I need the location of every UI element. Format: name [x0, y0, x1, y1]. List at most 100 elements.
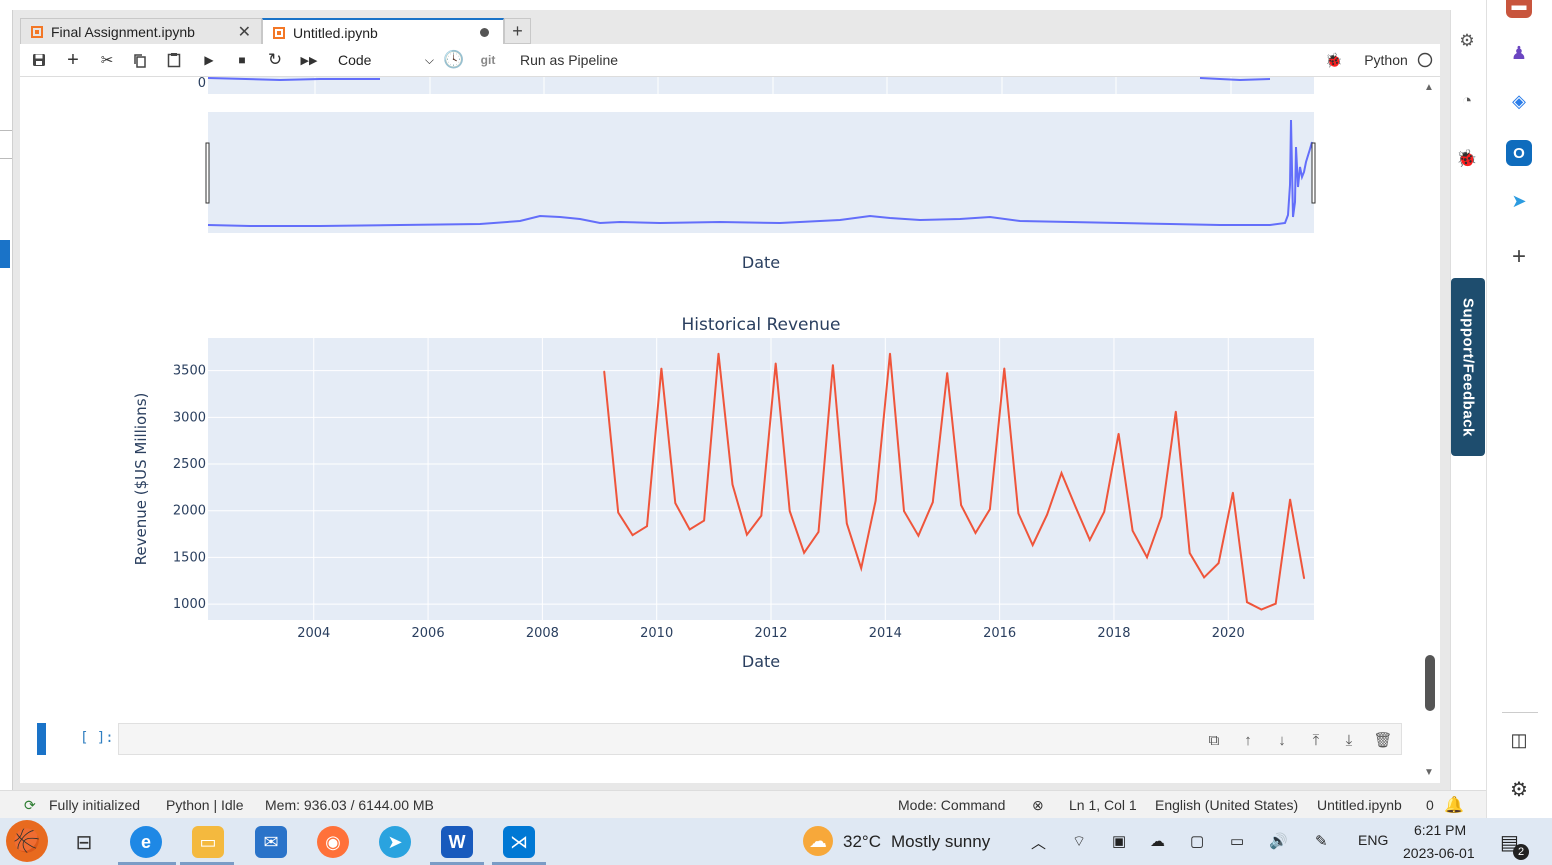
debugger-icon[interactable]: 🐞 [1325, 51, 1343, 68]
scroll-down-icon[interactable]: ▼ [1424, 767, 1434, 778]
tab-untitled[interactable]: Untitled.ipynb [262, 18, 504, 45]
clock-time[interactable]: 6:21 PM [1414, 822, 1467, 838]
word-icon[interactable]: W [441, 826, 473, 858]
revenue-data-point [1074, 505, 1077, 508]
basketball-icon[interactable]: 🏀 [6, 820, 48, 862]
weather-icon[interactable]: ☁ [803, 826, 833, 856]
scrollbar-thumb[interactable] [1425, 655, 1435, 711]
upper-plot-line [1199, 77, 1271, 82]
error-icon[interactable]: ⊗ [1032, 797, 1044, 813]
outlook-icon[interactable]: O [1506, 140, 1532, 166]
battery-icon[interactable]: ▭ [1230, 833, 1245, 850]
new-tab-button[interactable]: + [504, 18, 531, 44]
left-active-indicator [0, 240, 10, 268]
cell-input[interactable] [118, 723, 1402, 755]
revenue-data-point [1274, 602, 1277, 605]
tab-final-assignment[interactable]: Final Assignment.ipynb ✕ [20, 18, 262, 44]
run-icon[interactable]: ▶ [204, 53, 214, 67]
init-status[interactable]: Fully initialized [49, 797, 141, 813]
weather-text[interactable]: Mostly sunny [891, 832, 991, 851]
y-tick-label: 1000 [173, 597, 206, 612]
clock-icon[interactable]: 🕓 [443, 50, 465, 69]
copy-icon[interactable] [129, 44, 151, 76]
notification-count: 0 [1426, 797, 1434, 813]
mode-indicator[interactable]: Mode: Command [898, 797, 1006, 813]
office-icon[interactable]: ◈ [1506, 88, 1532, 114]
init-status-icon: ⟳ [24, 797, 36, 813]
file-explorer-icon[interactable]: ▭ [192, 826, 224, 858]
revenue-data-point [1289, 498, 1291, 501]
revenue-data-point [1232, 491, 1234, 494]
task-view-icon[interactable]: ⊟ [75, 831, 93, 854]
chevron-down-icon: ⌵ [424, 52, 434, 67]
add-icon[interactable]: + [1506, 243, 1532, 270]
bell-icon[interactable]: 🔔 [1444, 797, 1464, 814]
close-icon[interactable]: ✕ [237, 23, 251, 41]
revenue-data-point [832, 364, 834, 366]
edge-browser-icon[interactable]: e [130, 826, 162, 858]
debugger-icon[interactable]: 🐞 [1456, 149, 1478, 168]
dashboard-gauge-icon[interactable]: ◔ [1461, 91, 1473, 110]
revenue-data-point [1089, 539, 1091, 541]
insert-above-icon[interactable]: ⤒ [1312, 731, 1320, 749]
range-slider-bg[interactable] [208, 112, 1314, 233]
x-tick-label: 2004 [297, 626, 330, 641]
revenue-data-point [1175, 410, 1177, 413]
clock-date[interactable]: 2023-06-01 [1403, 845, 1475, 861]
revenue-x-axis-title: Date [742, 652, 780, 671]
stop-icon[interactable]: ■ [238, 53, 246, 67]
cursor-position[interactable]: Ln 1, Col 1 [1069, 797, 1137, 813]
telegram-icon[interactable]: ➤ [379, 826, 411, 858]
games-icon[interactable]: ♟ [1506, 40, 1532, 66]
y-tick-label: 3000 [173, 410, 206, 425]
firefox-icon[interactable]: ◉ [317, 826, 349, 858]
revenue-data-point [660, 367, 663, 370]
property-inspector-icon[interactable]: ⚙ [1459, 31, 1475, 50]
git-icon[interactable]: git [480, 53, 496, 67]
wifi-icon[interactable]: ⌔ [1072, 833, 1087, 850]
kernel-name[interactable]: Python [1364, 52, 1408, 68]
duplicate-cell-icon[interactable]: ⧉ [1208, 731, 1220, 749]
onedrive-icon[interactable]: ☁ [1150, 833, 1165, 850]
window-top-strip [0, 0, 1500, 10]
vscode-icon[interactable]: ⋊ [503, 826, 535, 858]
save-icon[interactable] [28, 44, 50, 76]
cell-type-select[interactable]: Code ⌵ [338, 48, 434, 72]
settings-gear-icon[interactable]: ⚙ [1506, 776, 1532, 802]
restart-icon[interactable]: ↻ [267, 50, 283, 69]
cut-icon[interactable]: ✂ [100, 52, 114, 69]
revenue-data-point [1303, 577, 1305, 580]
meet-icon[interactable]: ▣ [1112, 833, 1127, 850]
revenue-data-point [646, 525, 648, 527]
volume-icon[interactable]: 🔊 [1269, 833, 1288, 850]
revenue-data-point [674, 502, 677, 504]
range-slider-handle-left[interactable] [205, 142, 210, 204]
weather-temp[interactable]: 32°C [843, 832, 881, 851]
send-icon[interactable]: ➤ [1506, 188, 1532, 214]
language-indicator[interactable]: ENG [1358, 832, 1389, 848]
paste-icon[interactable] [163, 44, 185, 76]
upper-plot-line [207, 77, 380, 82]
support-feedback-button[interactable]: Support/Feedback [1451, 278, 1485, 456]
kernel-status[interactable]: Python | Idle [166, 797, 244, 813]
run-all-icon[interactable]: ▶▶ [300, 54, 318, 67]
toolbox-icon[interactable]: ▬ [1506, 0, 1532, 18]
move-up-icon[interactable]: ↑ [1244, 731, 1252, 749]
add-cell-icon[interactable]: + [67, 48, 79, 71]
split-view-icon[interactable]: ◫ [1506, 727, 1532, 753]
mail-icon[interactable]: ✉ [255, 826, 287, 858]
tab-label: Final Assignment.ipynb [51, 23, 195, 40]
run-as-pipeline-button[interactable]: Run as Pipeline [519, 52, 619, 68]
language-indicator[interactable]: English (United States) [1155, 797, 1299, 813]
upper-plot-grid [314, 77, 1232, 94]
chevron-up-icon[interactable]: ︿ [1031, 835, 1047, 852]
x-tick-label: 2016 [983, 626, 1016, 641]
scroll-up-icon[interactable]: ▲ [1424, 82, 1434, 93]
unsaved-dot-icon[interactable] [480, 28, 489, 37]
range-slider-handle-right[interactable] [1311, 142, 1316, 204]
move-down-icon[interactable]: ↓ [1278, 731, 1286, 749]
insert-below-icon[interactable]: ⤓ [1345, 731, 1353, 749]
delete-cell-icon[interactable]: 🗑 [1373, 732, 1393, 749]
pen-icon[interactable]: ✎ [1315, 833, 1328, 850]
display-icon[interactable]: ▢ [1190, 833, 1205, 850]
